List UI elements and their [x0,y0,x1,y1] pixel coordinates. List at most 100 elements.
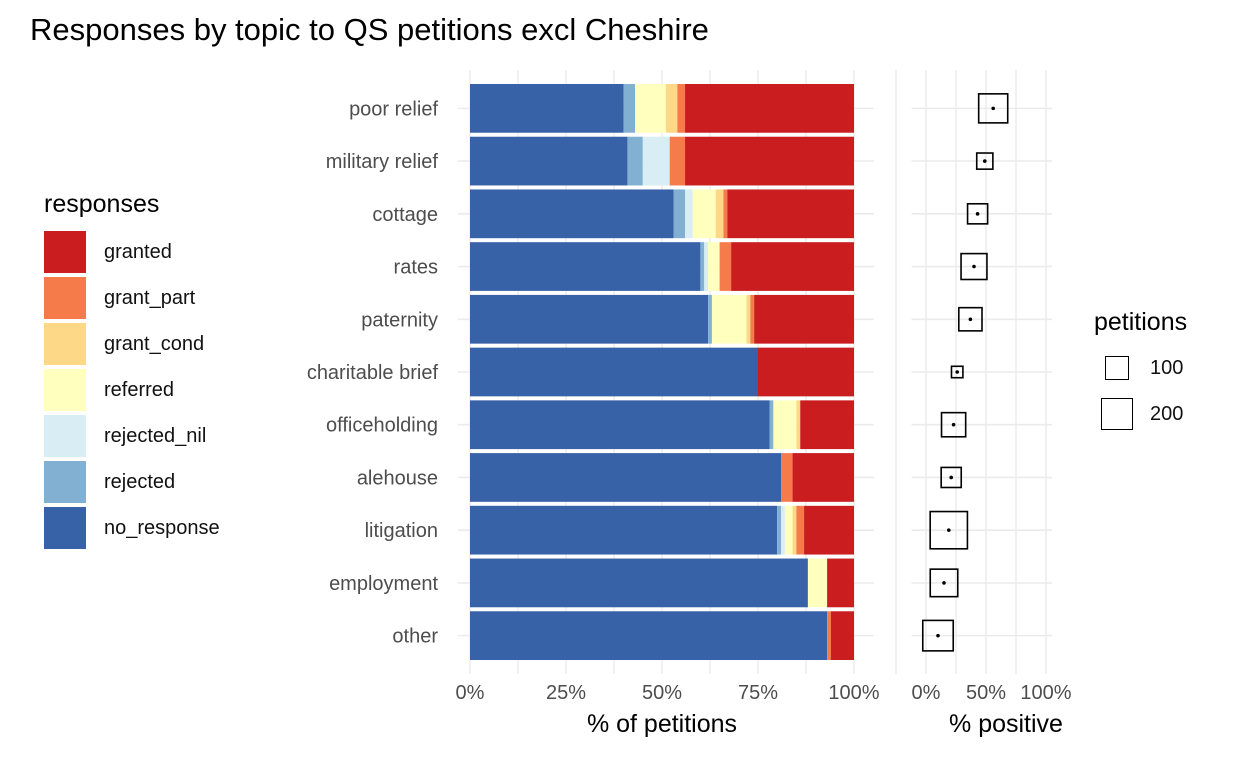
legend-label: grant_part [104,286,196,309]
size-legend-square [1105,356,1129,380]
bar-rejected_nil [642,136,670,186]
bar-no_response [470,84,624,133]
legend-item: rejected_nil [44,413,220,459]
category-label: rates [394,257,438,279]
bar-referred [807,558,828,608]
bar-no_response [470,400,770,450]
bar-rejected [627,136,643,186]
bar-referred [635,84,666,133]
size-legend-label: 200 [1150,402,1184,425]
category-label: military relief [326,151,439,173]
bar-no_response [470,136,628,186]
scatter-point [951,422,956,427]
bar-granted [800,400,854,450]
bar-granted [727,189,854,239]
legend-title: responses [44,190,160,218]
bar-no_response [470,242,701,291]
bar-rejected [777,505,782,555]
bar-granted [758,347,854,397]
scatter-point [955,370,959,374]
bar-x-tick-label: 100% [828,682,879,704]
bar-grant_part [719,242,732,291]
bar-no_response [470,558,808,608]
size-legend-key [1094,356,1140,380]
bar-rejected [769,400,774,450]
scatter-square [940,411,967,438]
category-label: other [392,626,438,648]
legend-item: rejected [44,459,220,505]
legend-item: grant_cond [44,321,220,367]
bar-rejected [623,84,636,133]
scatter-x-axis-title: % positive [949,710,1063,738]
bar-referred [692,189,716,239]
scatter-square [950,365,964,379]
size-legend-item: 200 [1094,391,1187,437]
bar-x-axis-title: % of petitions [587,710,737,738]
scatter-x-tick-label: 100% [1020,682,1071,704]
scatter-point [947,528,951,532]
scatter-point [983,159,987,163]
bar-granted [685,136,854,186]
scatter-square [957,306,983,332]
scatter-point [968,317,973,322]
bar-x-tick-label: 25% [546,682,586,704]
legend-item: granted [44,229,220,275]
bar-grant_part [677,84,686,133]
category-label: employment [329,573,438,595]
scatter-point [936,633,940,638]
bar-grant_part [796,505,805,555]
bar-grant_cond [746,294,751,344]
scatter-square [966,202,989,225]
bar-no_response [470,347,758,397]
bar-referred [784,505,793,555]
bar-x-tick-label: 75% [738,682,778,704]
scatter-square [929,510,969,550]
legend-swatch [44,369,86,411]
bar-rejected [708,294,712,344]
legend-label: no_response [104,516,220,539]
legend-swatch [44,323,86,365]
legend-label: rejected_nil [104,424,207,447]
bar-grant_part [750,294,755,344]
bar-granted [827,558,854,608]
legend-item: no_response [44,505,220,551]
category-label: poor relief [349,98,438,120]
bar-no_response [470,611,828,660]
legend-label: grant_cond [104,332,205,355]
bar-no_response [470,453,782,502]
bar-grant_cond [796,400,801,450]
legend-swatch [44,461,86,503]
legend-item: grant_part [44,275,220,321]
bar-grant_cond [665,84,678,133]
scatter-point [942,581,946,585]
bar-granted [731,242,854,291]
bar-granted [830,611,854,660]
scatter-point [972,264,976,269]
bar-grant_part [781,453,793,502]
size-legend-label: 100 [1150,356,1184,379]
bar-rejected [700,242,705,291]
legend-swatch [44,277,86,319]
bar-no_response [470,189,674,239]
chart-title: Responses by topic to QS petitions excl … [30,12,709,47]
scatter-square [940,466,963,489]
bar-rejected_nil [781,505,785,555]
bar-referred [708,242,720,291]
size-legend-square [1101,398,1133,430]
petitions-size-legend: petitions 100 200 [1094,308,1187,437]
responses-legend: responses granted grant_part grant_cond ref… [44,190,220,551]
legend-swatch [44,415,86,457]
bar-grant_part [827,611,831,660]
category-label: charitable brief [307,362,439,384]
bar-x-tick-label: 50% [642,682,682,704]
bar-grant_part [723,189,728,239]
scatter-square [977,93,1009,124]
scatter-point [975,212,980,216]
scatter-square [975,152,994,170]
category-label: paternity [361,309,438,331]
bar-granted [804,505,854,555]
bar-no_response [470,505,778,555]
category-label: officeholding [326,415,438,437]
legend-swatch [44,231,86,273]
